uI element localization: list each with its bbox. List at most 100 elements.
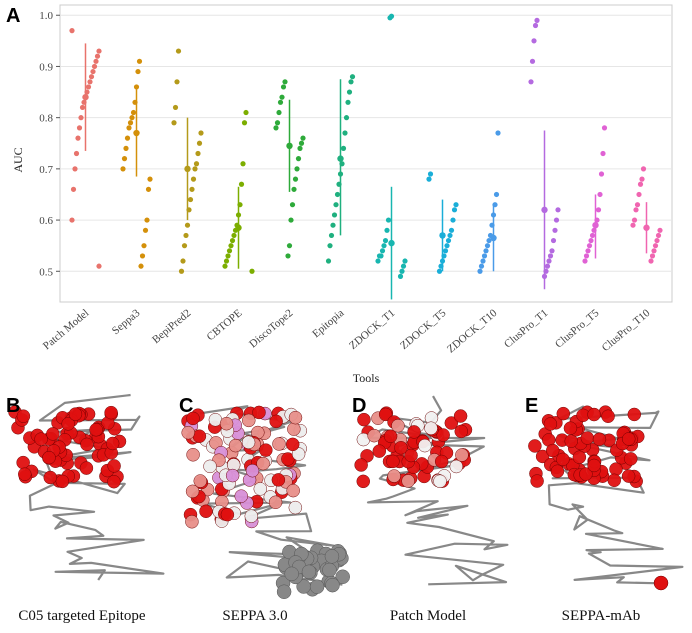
atom (185, 484, 200, 499)
data-point (277, 99, 284, 105)
atom (535, 449, 550, 464)
data-point (550, 237, 557, 244)
data-point (231, 232, 237, 239)
atom (357, 412, 371, 427)
data-point (451, 207, 458, 213)
data-point (387, 15, 393, 21)
panel-caption: Patch Model (390, 608, 466, 624)
panel-letter: A (6, 5, 20, 27)
atom (225, 468, 240, 483)
atom (259, 443, 273, 457)
data-point (189, 186, 195, 192)
data-point (399, 268, 405, 274)
data-point (534, 17, 540, 23)
data-point (225, 253, 231, 259)
atom (244, 509, 259, 523)
atom (285, 437, 300, 452)
data-point (490, 212, 497, 218)
center-point (286, 142, 293, 150)
data-point (397, 273, 404, 279)
data-point (228, 243, 234, 249)
data-point (294, 166, 300, 172)
data-point (73, 150, 80, 157)
data-point (654, 237, 660, 244)
atom (622, 432, 636, 446)
atom (391, 418, 405, 433)
atom (107, 474, 121, 489)
data-point (546, 258, 552, 264)
atom (287, 422, 301, 436)
atom (356, 474, 371, 489)
atom (386, 454, 400, 469)
atom (276, 584, 292, 600)
atom (288, 500, 303, 515)
data-point (240, 161, 246, 167)
data-point (483, 248, 489, 254)
data-point (478, 263, 485, 269)
data-point (291, 186, 297, 192)
data-point (181, 243, 188, 249)
atom (269, 414, 283, 429)
data-point (588, 237, 594, 244)
atom (455, 448, 469, 462)
atom (286, 483, 300, 498)
atom (105, 436, 120, 451)
data-point (486, 237, 492, 244)
data-point (591, 227, 597, 233)
atom (572, 450, 587, 464)
data-point (297, 145, 303, 151)
data-point (384, 227, 390, 233)
panel-caption: SEPPA-mAb (562, 608, 641, 624)
data-point (144, 217, 150, 223)
atom (18, 467, 32, 481)
data-point (337, 171, 344, 177)
atom (453, 409, 468, 423)
data-point (127, 120, 134, 126)
data-point (172, 104, 179, 111)
data-point (376, 253, 383, 259)
atom (580, 431, 595, 445)
structure-panel (181, 405, 350, 600)
data-point (481, 253, 488, 259)
atom (284, 566, 299, 582)
data-point (196, 140, 203, 146)
atom (256, 456, 270, 471)
atom (324, 549, 340, 564)
data-point (528, 79, 534, 85)
y-tick-label: 0.7 (39, 164, 53, 176)
data-point (76, 125, 83, 131)
data-point (543, 268, 549, 274)
atom (383, 429, 398, 443)
atom (587, 407, 601, 422)
atom (601, 409, 615, 424)
data-point (594, 217, 600, 223)
data-point (333, 202, 339, 208)
data-point (174, 79, 180, 85)
data-point (447, 232, 453, 239)
data-point (94, 53, 101, 59)
data-point (288, 217, 294, 223)
data-point (589, 232, 596, 239)
data-point (298, 140, 305, 146)
data-point (585, 248, 591, 254)
atom (418, 438, 432, 453)
atom (89, 423, 103, 437)
x-tick-label: BepiPred2 (150, 307, 193, 346)
data-point (655, 232, 662, 239)
data-point (184, 222, 191, 228)
atom (271, 473, 286, 487)
atom (104, 405, 118, 420)
atom (228, 438, 243, 453)
data-point (133, 84, 140, 90)
atom (309, 579, 325, 594)
atom (394, 441, 408, 455)
data-point (484, 243, 491, 249)
atom (253, 482, 268, 496)
data-point (531, 38, 537, 44)
data-point (385, 217, 392, 223)
atom (203, 459, 217, 474)
data-point (426, 176, 432, 182)
data-point (300, 135, 306, 141)
data-point (273, 125, 279, 131)
atom (607, 473, 622, 488)
